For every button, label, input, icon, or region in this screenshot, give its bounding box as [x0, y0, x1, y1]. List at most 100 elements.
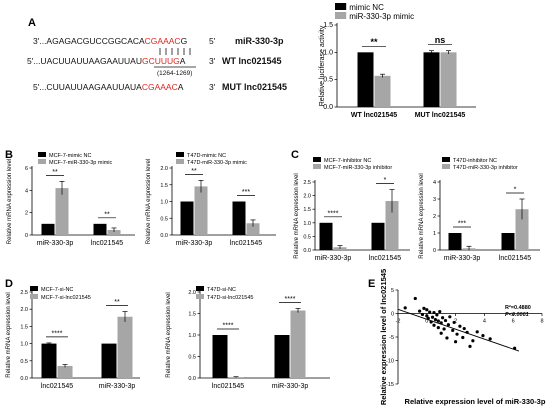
scatter-point: [451, 328, 455, 333]
chart-c2: 0 1 2 3 4 Relative mRNA expression level *** mi…: [419, 157, 540, 262]
scatter-point: [461, 335, 465, 340]
panel-letter-d: D: [5, 278, 13, 290]
y-tick-label: 1.5: [160, 183, 168, 189]
significance-label: **: [191, 168, 197, 175]
seq-mir-post: G: [181, 36, 188, 46]
legend-swatch: [335, 3, 347, 10]
scatter-point: [452, 320, 456, 325]
category-label: miR-330-3p: [444, 255, 481, 262]
scatter-point: [468, 344, 472, 348]
seq-wt-post: A: [180, 56, 186, 66]
scatter-point: [454, 340, 458, 344]
legend-swatch: [442, 164, 450, 169]
y-tick-label: 0: [25, 233, 28, 239]
scatter-point: [432, 323, 436, 327]
legend-swatch: [38, 159, 46, 164]
y-axis-label: Relative expression level of lnc021545: [379, 269, 388, 405]
chart-d1: 0.0 0.5 1.0 1.5 2.0 2.5 Relative mRNA expressi…: [6, 286, 140, 390]
seq-position: (1264-1269): [157, 70, 192, 77]
svg-text:3'...AGAGACGUCCGGCACACGAAACG: 3'...AGAGACGUCCGGCACACGAAACG: [33, 36, 187, 46]
y-tick-label: 0.0: [160, 233, 168, 239]
chart-b1: 0 2 4 6 Relative mRNA expression level ** miR-…: [7, 152, 135, 247]
bar-control: [212, 335, 228, 378]
bar-control: [357, 52, 374, 107]
y-tick-label: 2.0: [160, 166, 168, 172]
panel-letter-b: B: [5, 149, 13, 161]
significance-label: ****: [52, 330, 63, 337]
y-tick-label: 4: [433, 180, 436, 186]
y-axis-label: Relative mRNA expression level: [6, 292, 12, 377]
x-tick-label: 4: [483, 319, 486, 325]
bar-control: [232, 201, 246, 235]
y-tick-label: 6: [25, 166, 28, 172]
y-tick-label: 2.0: [188, 290, 196, 296]
y-tick-label: 0: [391, 312, 394, 318]
legend-label: MCF-7-miR-330-3p mimic: [49, 160, 113, 166]
legend-swatch: [176, 152, 184, 157]
sequence-wt: 5'...UACUUAUUAAGAAUUAUGCUUUGA 3' WT lnc0…: [27, 56, 282, 66]
bar-control: [274, 335, 290, 378]
seq-wt-label: WT lnc021545: [222, 56, 282, 66]
y-tick-label: 0.5: [20, 359, 28, 365]
y-tick-label: 1.5: [188, 312, 196, 318]
significance-label: **: [370, 37, 378, 47]
scatter-point: [403, 306, 407, 310]
significance-label: **: [52, 169, 58, 176]
bar-control: [41, 223, 55, 235]
bar-treatment: [57, 365, 73, 378]
y-tick-label: -15: [386, 382, 394, 388]
y-axis-label: Relative mRNA expression level: [294, 173, 300, 258]
category-label: miR-330-3p: [272, 383, 309, 390]
seq-mut-end: 3': [209, 82, 216, 92]
scatter-point: [413, 296, 417, 301]
legend-label: MCF-7-miR-330-3p inhibitor: [324, 165, 392, 171]
significance-label: ****: [328, 210, 339, 217]
significance-label: ns: [435, 35, 446, 45]
scatter-point: [445, 336, 449, 340]
y-tick-label: 1.5: [303, 207, 311, 213]
panel-letter-a: A: [28, 17, 36, 29]
y-tick-label: 2.5: [20, 290, 28, 296]
seq-wt-pre: 5'...UACUUAUUAAGAAUUAU: [27, 56, 142, 66]
sequence-mir: 3'...AGAGACGUCCGGCACACGAAACG 5' miR-330-…: [33, 36, 284, 46]
x-tick-label: 6: [512, 319, 515, 325]
y-tick-label: 4: [25, 188, 28, 194]
significance-label: **: [104, 211, 110, 218]
seq-mir-pre: 3'...AGAGACGUCCGGCACA: [33, 36, 145, 46]
x-tick-label: 2: [454, 319, 457, 325]
legend-label: miR-330-3p mimic: [349, 12, 414, 21]
seq-mut-pre: 5'...CUUAUUAAGAAUUAUA: [33, 82, 142, 92]
legend-label: T47D-inhibitor NC: [453, 158, 497, 164]
scatter-point: [438, 310, 442, 314]
category-label: MUT lnc021545: [415, 112, 466, 119]
legend-label: MCF-7-mimic NC: [49, 153, 91, 159]
legend-label: T47D-mimic NC: [187, 153, 226, 159]
scatter-point: [422, 306, 426, 310]
y-tick-label: 2: [25, 211, 28, 217]
scatter-point: [448, 315, 452, 319]
panel-letter-c: C: [291, 149, 299, 161]
y-tick-label: 0.5: [188, 355, 196, 361]
svg-text:5'...UACUUAUUAAGAAUUAUGCUUUGA: 5'...UACUUAUUAAGAAUUAUGCUUUGA: [27, 56, 186, 66]
regression-line: [397, 308, 520, 352]
scatter-point: [462, 326, 466, 331]
bar-control: [41, 343, 57, 378]
y-tick-label: 0: [433, 248, 436, 254]
r-squared-label: R²=0.4880: [505, 304, 531, 311]
category-label: lnc021545: [212, 383, 244, 390]
y-tick-label: 0.5: [160, 216, 168, 222]
legend-label: T47D-si-NC: [207, 287, 236, 293]
x-tick-label: -2: [396, 319, 401, 325]
bar-treatment: [374, 75, 391, 107]
y-tick-label: 1: [433, 231, 436, 237]
p-value-label: P<0.0001: [505, 312, 529, 318]
y-tick-label: 1.0: [323, 49, 333, 56]
legend-label: T47D-miR-330-3p mimic: [187, 160, 247, 166]
seed-pairing-lines: [159, 48, 191, 55]
y-tick-label: 1.5: [323, 22, 333, 29]
category-label: lnc021545: [41, 383, 73, 390]
y-tick-label: -5: [389, 335, 394, 341]
